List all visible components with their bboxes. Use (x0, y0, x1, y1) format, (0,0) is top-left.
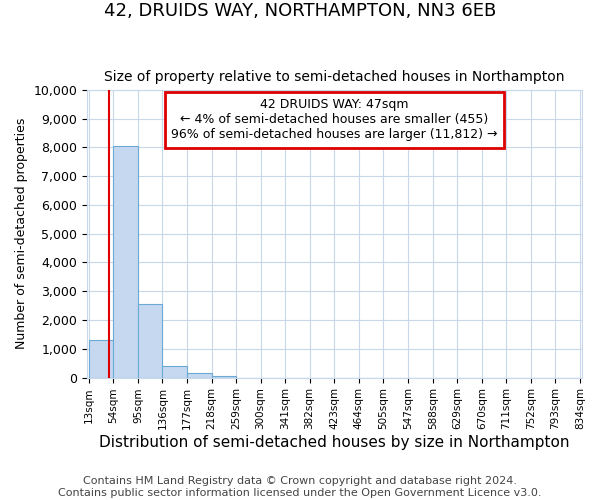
Bar (187, 372, 212, 378)
Bar (89, 340, 113, 378)
X-axis label: Distribution of semi-detached houses by size in Northampton: Distribution of semi-detached houses by … (99, 435, 569, 450)
Text: Contains HM Land Registry data © Crown copyright and database right 2024.
Contai: Contains HM Land Registry data © Crown c… (58, 476, 542, 498)
Text: 42 DRUIDS WAY: 47sqm
← 4% of semi-detached houses are smaller (455)
96% of semi-: 42 DRUIDS WAY: 47sqm ← 4% of semi-detach… (171, 98, 497, 142)
Y-axis label: Number of semi-detached properties: Number of semi-detached properties (15, 118, 28, 350)
Bar (212, 376, 236, 378)
Bar (138, 304, 163, 378)
Text: 42, DRUIDS WAY, NORTHAMPTON, NN3 6EB: 42, DRUIDS WAY, NORTHAMPTON, NN3 6EB (104, 2, 496, 21)
Title: Size of property relative to semi-detached houses in Northampton: Size of property relative to semi-detach… (104, 70, 565, 85)
Bar (113, 146, 138, 378)
Bar (163, 366, 187, 378)
